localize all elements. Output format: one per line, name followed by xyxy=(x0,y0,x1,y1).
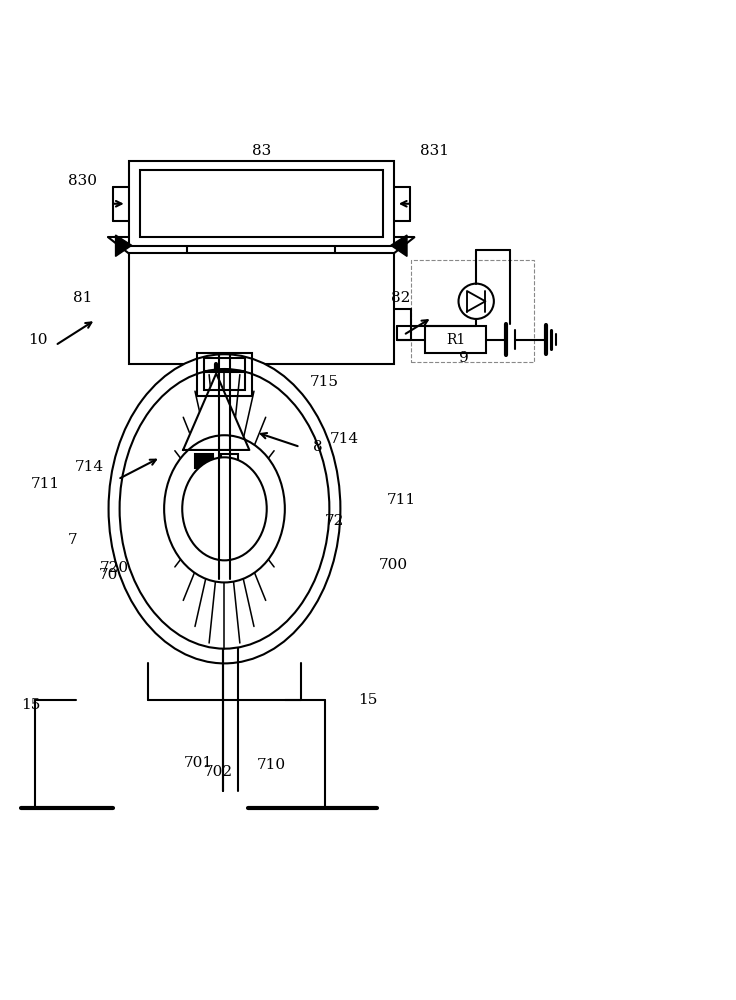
Text: 7: 7 xyxy=(67,533,77,547)
Bar xyxy=(195,454,213,468)
Ellipse shape xyxy=(164,435,285,582)
Text: 10: 10 xyxy=(29,333,48,347)
Text: 710: 710 xyxy=(256,758,286,772)
Text: 9: 9 xyxy=(459,351,469,365)
Ellipse shape xyxy=(119,369,330,649)
Bar xyxy=(129,161,394,246)
Text: 714: 714 xyxy=(330,432,359,446)
Text: 711: 711 xyxy=(386,493,416,507)
Text: 714: 714 xyxy=(75,460,105,474)
Text: 715: 715 xyxy=(309,375,339,389)
Text: 830: 830 xyxy=(68,174,97,188)
Text: 81: 81 xyxy=(73,291,92,305)
Text: 15: 15 xyxy=(358,693,378,707)
Text: 70: 70 xyxy=(99,568,118,582)
Polygon shape xyxy=(183,373,250,450)
Text: 15: 15 xyxy=(21,698,40,712)
Ellipse shape xyxy=(109,354,340,663)
Text: 8: 8 xyxy=(313,440,323,454)
Bar xyxy=(204,358,245,371)
Polygon shape xyxy=(116,235,132,256)
Text: 711: 711 xyxy=(31,477,60,491)
Text: 82: 82 xyxy=(392,291,411,305)
Text: 721: 721 xyxy=(177,508,206,522)
Ellipse shape xyxy=(183,457,266,560)
Polygon shape xyxy=(467,291,485,312)
Text: 720: 720 xyxy=(241,508,271,522)
Bar xyxy=(411,260,534,362)
Bar xyxy=(221,454,238,468)
Text: 831: 831 xyxy=(420,144,449,158)
Bar xyxy=(425,326,486,353)
Text: 720: 720 xyxy=(99,561,129,575)
Text: 702: 702 xyxy=(204,765,233,779)
Text: 700: 700 xyxy=(379,558,408,572)
Polygon shape xyxy=(391,235,407,256)
Text: 72: 72 xyxy=(325,514,344,528)
Text: 80: 80 xyxy=(208,403,227,417)
Bar xyxy=(204,372,245,390)
Circle shape xyxy=(459,284,494,319)
Text: 71: 71 xyxy=(222,502,241,516)
Text: 83: 83 xyxy=(252,144,271,158)
Text: 701: 701 xyxy=(184,756,213,770)
Text: 71: 71 xyxy=(222,502,241,516)
Bar xyxy=(197,353,252,396)
Bar xyxy=(140,170,383,237)
Text: R1: R1 xyxy=(446,333,465,347)
Bar xyxy=(129,253,394,364)
